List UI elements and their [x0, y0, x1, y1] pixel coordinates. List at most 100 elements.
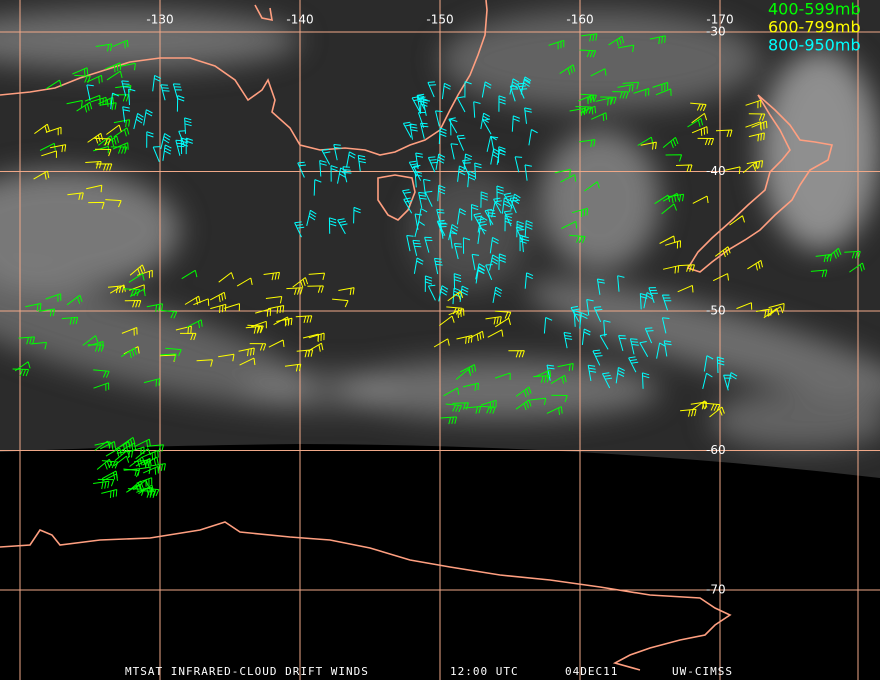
- wind-barb: [342, 166, 352, 183]
- wind-barb: [95, 163, 113, 171]
- wind-barb: [511, 115, 520, 132]
- wind-barb: [143, 109, 153, 126]
- wind-barb: [149, 463, 166, 472]
- wind-barb: [218, 272, 235, 283]
- wind-barb: [550, 374, 567, 385]
- wind-barb: [128, 88, 136, 106]
- wind-barb: [498, 253, 507, 270]
- wind-barb: [751, 120, 768, 131]
- wind-barb: [503, 192, 513, 209]
- wind-barb: [644, 327, 654, 344]
- wind-barb: [849, 262, 865, 273]
- wind-barb: [590, 68, 607, 77]
- wind-barb: [579, 49, 597, 58]
- wind-barb: [66, 294, 83, 306]
- wind-barb: [579, 139, 596, 148]
- wind-barb: [353, 206, 361, 224]
- wind-barb: [546, 406, 563, 415]
- wind-barb: [255, 308, 272, 317]
- longitude-label: -140: [286, 13, 313, 27]
- wind-barb: [181, 269, 198, 280]
- wind-barb: [494, 372, 511, 381]
- footer-date: 04DEC11: [565, 665, 618, 678]
- wind-barb: [424, 275, 433, 292]
- wind-barb: [134, 438, 151, 448]
- wind-barb: [691, 112, 708, 124]
- wind-barb: [110, 92, 120, 110]
- wind-barb: [467, 170, 476, 188]
- wind-barb: [727, 372, 738, 389]
- wind-barb: [123, 288, 141, 297]
- coastlines: [0, 0, 833, 671]
- wind-barb: [603, 320, 611, 337]
- legend: 400-599mb 600-799mb 800-950mb: [768, 0, 861, 55]
- wind-barb: [633, 88, 650, 97]
- wind-barb: [152, 146, 161, 162]
- wind-barb: [724, 166, 741, 174]
- wind-barb: [601, 372, 613, 389]
- wind-barb: [480, 191, 488, 208]
- wind-barb: [656, 342, 666, 359]
- wind-barb: [448, 224, 459, 241]
- wind-barb: [435, 153, 446, 170]
- wind-barb: [815, 253, 833, 263]
- wind-barb: [533, 375, 550, 383]
- wind-barb: [436, 209, 445, 226]
- wind-barb: [443, 387, 460, 397]
- wind-barb: [452, 402, 469, 410]
- wind-barb: [504, 214, 512, 232]
- wind-barb: [546, 364, 555, 381]
- wind-barb: [416, 95, 426, 112]
- wind-barb: [675, 164, 693, 172]
- wind-barb: [440, 416, 458, 425]
- wind-barb: [110, 146, 128, 154]
- wind-barb: [464, 81, 472, 98]
- wind-barb: [702, 372, 713, 390]
- wind-barb: [101, 470, 118, 480]
- wind-barb: [615, 367, 625, 384]
- wind-barb: [49, 144, 67, 153]
- wind-barb: [292, 277, 309, 288]
- legend-label: 400-599mb: [768, 0, 861, 19]
- wind-barb: [514, 156, 523, 173]
- wind-barb: [402, 121, 412, 138]
- wind-barb: [747, 259, 763, 271]
- wind-barb: [45, 79, 62, 90]
- wind-barb: [346, 151, 356, 168]
- wind-barb: [498, 95, 506, 112]
- footer: MTSAT INFRARED-CLOUD DRIFT WINDS 12:00 U…: [125, 665, 732, 678]
- wind-barb: [121, 327, 138, 336]
- wind-barb: [239, 357, 256, 366]
- wind-barb: [101, 460, 119, 469]
- wind-barb: [66, 100, 83, 108]
- wind-barb: [138, 484, 155, 496]
- wind-barb: [409, 123, 418, 140]
- wind-barb: [276, 317, 293, 327]
- wind-barb: [127, 480, 144, 492]
- wind-barb: [112, 39, 129, 49]
- wind-barb: [580, 105, 597, 115]
- wind-barb: [490, 148, 500, 165]
- wind-barb: [193, 298, 210, 306]
- wind-barb: [489, 254, 499, 271]
- wind-barb: [328, 217, 337, 234]
- wind-barb: [703, 355, 714, 372]
- wind-barb: [180, 332, 197, 341]
- wind-barb: [649, 35, 666, 45]
- wind-barb: [126, 483, 142, 493]
- wind-barb: [86, 74, 103, 84]
- wind-barb: [591, 112, 608, 121]
- latitude-label: -30: [706, 25, 726, 39]
- wind-barb: [295, 315, 313, 324]
- wind-barb: [175, 139, 185, 156]
- wind-barb: [697, 137, 715, 146]
- wind-barb: [661, 317, 670, 334]
- wind-barb: [122, 106, 131, 123]
- wind-barb: [307, 342, 324, 352]
- wind-barb: [487, 329, 504, 338]
- wind-barb: [503, 210, 513, 227]
- wind-barb: [768, 303, 785, 311]
- wind-barb: [515, 226, 525, 243]
